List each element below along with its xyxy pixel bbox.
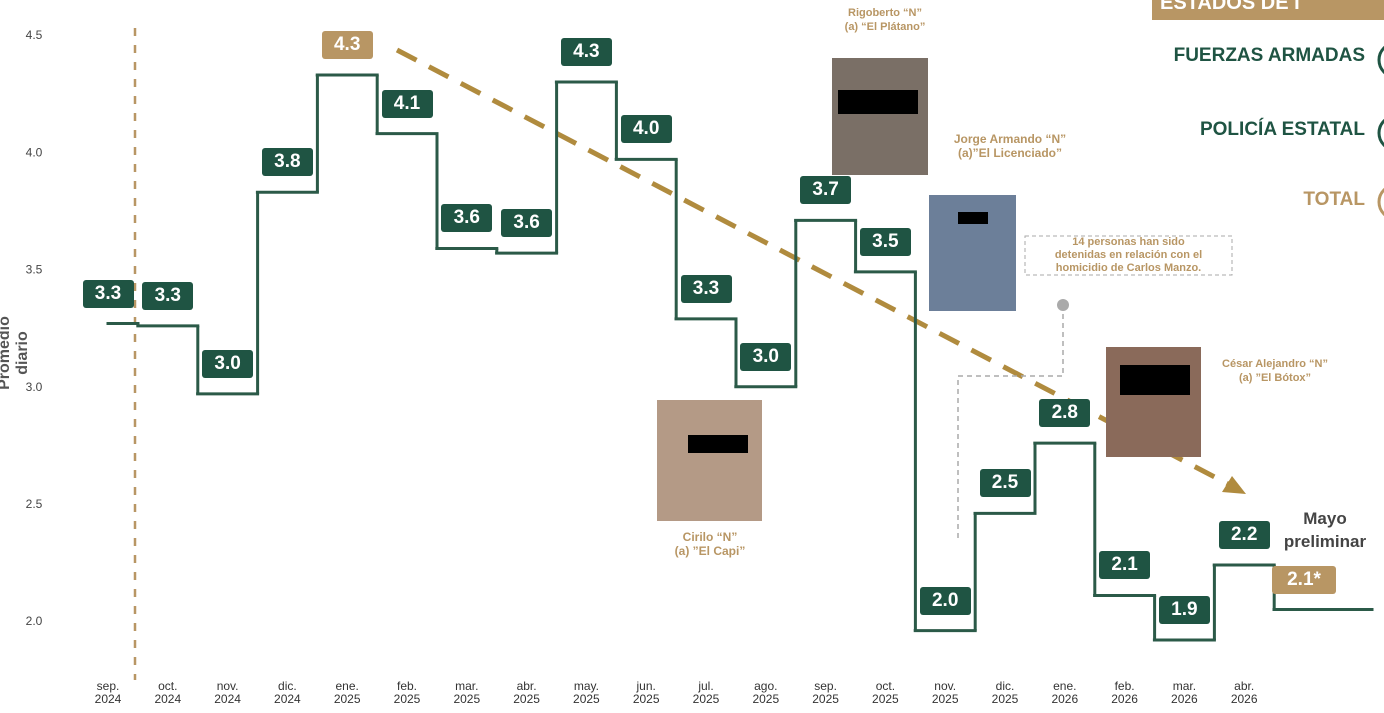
photo	[1106, 347, 1201, 457]
value-label: 3.5	[860, 228, 911, 256]
x-tick-label: dic. 2025	[980, 680, 1030, 706]
x-tick-label: mar. 2026	[1159, 680, 1209, 706]
value-label: 1.9	[1159, 596, 1210, 624]
y-axis-label: Promedio diario	[0, 293, 32, 413]
value-label: 3.0	[202, 350, 253, 378]
photo-mask	[958, 212, 988, 224]
x-tick-label: nov. 2024	[203, 680, 253, 706]
side-marker	[1379, 43, 1384, 77]
value-label: 2.5	[980, 469, 1031, 497]
x-tick-label: oct. 2024	[143, 680, 193, 706]
annotation: 14 personas han sido detenidas en relaci…	[1025, 236, 1232, 275]
y-tick-label: 2.5	[26, 497, 43, 511]
y-tick-label: 2.0	[26, 614, 43, 628]
value-label: 4.1	[382, 90, 433, 118]
value-label: 4.3	[322, 31, 373, 59]
value-label: 2.2	[1219, 521, 1270, 549]
x-tick-label: jun. 2025	[621, 680, 671, 706]
x-tick-label: dic. 2024	[262, 680, 312, 706]
x-tick-label: abr. 2026	[1219, 680, 1269, 706]
x-tick-label: jul. 2025	[681, 680, 731, 706]
value-label: 2.0	[920, 587, 971, 615]
x-tick-label: ago. 2025	[741, 680, 791, 706]
value-label: 3.6	[501, 209, 552, 237]
annotation: Jorge Armando “N” (a)”El Licenciado”	[930, 132, 1090, 160]
trend-arrow	[1222, 476, 1246, 494]
value-label: 3.3	[142, 282, 193, 310]
x-tick-label: sep. 2024	[83, 680, 133, 706]
chart: 2.0 2.5 3.0 3.5 4.0 4.5 Promedio diario Rigob…	[0, 0, 1384, 713]
side-marker	[1379, 185, 1384, 219]
annotation: Rigoberto “N” (a) “El Plátano”	[820, 6, 950, 34]
preliminary-note: Mayo preliminar	[1270, 507, 1380, 553]
x-tick-label: mar. 2025	[442, 680, 492, 706]
value-label: 3.8	[262, 148, 313, 176]
value-label: 3.3	[83, 280, 134, 308]
x-tick-label: sep. 2025	[801, 680, 851, 706]
x-tick-label: may. 2025	[561, 680, 611, 706]
side-item: POLICÍA ESTATAL	[1100, 119, 1365, 141]
value-label: 3.0	[740, 343, 791, 371]
photo	[832, 58, 928, 175]
side-item: TOTAL	[1100, 189, 1365, 211]
side-item: FUERZAS ARMADAS	[1100, 45, 1365, 67]
y-tick-label: 3.5	[26, 263, 43, 277]
side-header: ESTADOS DE I	[1160, 0, 1384, 15]
value-label: 2.8	[1039, 399, 1090, 427]
photo-mask	[838, 90, 918, 114]
x-tick-label: nov. 2025	[920, 680, 970, 706]
y-tick-label: 4.0	[26, 145, 43, 159]
side-marker	[1379, 116, 1384, 150]
x-tick-label: oct. 2025	[860, 680, 910, 706]
annotation: Cirilo “N” (a) ”El Capi”	[650, 530, 770, 558]
value-label: 4.0	[621, 115, 672, 143]
photo-mask	[688, 435, 748, 453]
value-label: 4.3	[561, 38, 612, 66]
photo-mask	[1120, 365, 1190, 395]
photo	[657, 400, 762, 521]
value-label: 2.1	[1099, 551, 1150, 579]
x-tick-label: ene. 2025	[322, 680, 372, 706]
annotation: César Alejandro “N” (a) ”El Bótox”	[1205, 357, 1345, 385]
value-label: 3.7	[800, 176, 851, 204]
value-label: 3.6	[441, 204, 492, 232]
x-tick-label: feb. 2026	[1100, 680, 1150, 706]
x-tick-label: feb. 2025	[382, 680, 432, 706]
x-tick-label: ene. 2026	[1040, 680, 1090, 706]
y-tick-label: 4.5	[26, 28, 43, 42]
value-label: 3.3	[681, 275, 732, 303]
value-label: 2.1*	[1272, 566, 1336, 594]
connector-dot	[1057, 299, 1069, 311]
x-tick-label: abr. 2025	[502, 680, 552, 706]
